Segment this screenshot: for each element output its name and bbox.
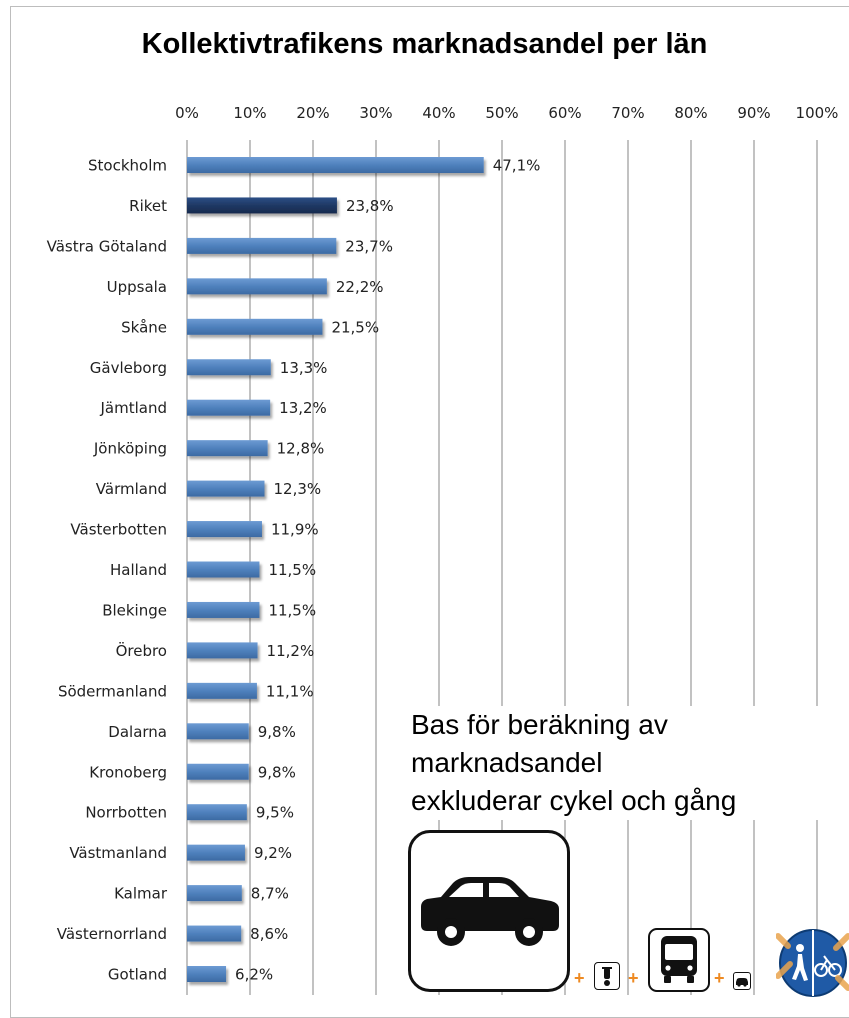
- data-label: 21,5%: [331, 318, 379, 336]
- category-label: Västerbotten: [70, 521, 167, 539]
- bar: [187, 278, 327, 295]
- category-label: Kalmar: [114, 885, 168, 903]
- bar: [187, 399, 271, 416]
- annotation-line: exkluderar cykel och gång: [411, 785, 737, 816]
- data-label: 13,3%: [280, 359, 328, 377]
- category-label: Örebro: [116, 641, 167, 660]
- bar: [187, 237, 337, 254]
- data-label: 9,5%: [256, 804, 294, 822]
- data-label: 6,2%: [235, 966, 273, 984]
- x-tick-label: 10%: [233, 104, 266, 122]
- category-label: Västernorrland: [57, 925, 167, 943]
- category-label: Jämtland: [100, 399, 168, 417]
- category-label: Blekinge: [102, 601, 167, 619]
- x-tick-label: 40%: [422, 104, 455, 122]
- data-label: 22,2%: [336, 278, 384, 296]
- data-label: 13,2%: [279, 399, 327, 417]
- bus-icon: [648, 928, 710, 992]
- category-label: Jönköping: [93, 440, 167, 458]
- data-label: 9,8%: [258, 763, 296, 781]
- bar: [187, 480, 265, 497]
- plus-sign: +: [574, 968, 585, 988]
- category-label: Riket: [129, 197, 167, 215]
- category-label: Dalarna: [108, 723, 167, 741]
- x-tick-label: 80%: [674, 104, 707, 122]
- category-label: Skåne: [121, 318, 167, 336]
- category-label: Halland: [110, 561, 167, 579]
- bar: [187, 763, 249, 780]
- x-tick-label: 20%: [296, 104, 329, 122]
- annotation-line: marknadsandel: [411, 747, 603, 778]
- data-label: 11,1%: [266, 682, 314, 700]
- data-label: 11,5%: [268, 601, 316, 619]
- bar: [187, 521, 262, 538]
- bar: [187, 642, 258, 659]
- category-label: Västmanland: [69, 844, 167, 862]
- bar: [187, 804, 247, 821]
- bar: [187, 561, 260, 578]
- chart-title: Kollektivtrafikens marknadsandel per län: [141, 28, 708, 60]
- x-tick-label: 30%: [359, 104, 392, 122]
- data-label: 8,7%: [251, 885, 289, 903]
- category-label: Södermanland: [58, 682, 167, 700]
- moped-icon: [594, 962, 620, 990]
- x-tick-label: 100%: [796, 104, 839, 122]
- bar: [187, 966, 227, 982]
- data-label: 9,8%: [258, 723, 296, 741]
- category-label: Kronoberg: [89, 763, 167, 781]
- x-tick-label: 60%: [548, 104, 581, 122]
- x-tick-label: 0%: [175, 104, 199, 122]
- car-icon: [408, 830, 570, 992]
- x-tick-label: 50%: [485, 104, 518, 122]
- category-label: Värmland: [96, 480, 167, 498]
- walk-bike-icon: [775, 926, 849, 1000]
- bar: [187, 601, 260, 618]
- data-label: 23,8%: [346, 197, 394, 215]
- category-label: Västra Götaland: [47, 237, 167, 255]
- bar: [187, 197, 337, 214]
- data-label: 11,2%: [267, 642, 315, 660]
- annotation-note: Bas för beräkning av marknadsandel exklu…: [411, 706, 841, 820]
- bar: [187, 359, 271, 376]
- category-label: Norrbotten: [85, 804, 167, 822]
- category-label: Stockholm: [88, 157, 167, 175]
- category-label: Gotland: [108, 966, 167, 984]
- small-car-icon: [733, 972, 751, 990]
- data-label: 8,6%: [250, 925, 288, 943]
- data-label: 12,3%: [273, 480, 321, 498]
- bar: [187, 318, 323, 335]
- category-label: Gävleborg: [90, 359, 167, 377]
- data-label: 9,2%: [254, 844, 292, 862]
- bars: [187, 157, 484, 982]
- data-label: 47,1%: [493, 157, 541, 175]
- bar: [187, 682, 257, 699]
- data-label: 11,5%: [268, 561, 316, 579]
- bar: [187, 844, 245, 861]
- bar: [187, 885, 242, 902]
- plus-sign: +: [628, 968, 639, 988]
- data-labels: 47,1% 23,8% 23,7% 22,2% 21,5% 13,3% 13,2% 12,8%…: [235, 157, 540, 984]
- x-tick-label: 90%: [737, 104, 770, 122]
- annotation-line: Bas för beräkning av: [411, 709, 668, 740]
- plus-sign: +: [714, 968, 725, 988]
- bar: [187, 723, 249, 740]
- data-label: 23,7%: [345, 237, 393, 255]
- bar: [187, 925, 242, 942]
- bar: [187, 157, 484, 173]
- data-label: 12,8%: [277, 440, 325, 458]
- x-tick-label: 70%: [611, 104, 644, 122]
- bar: [187, 440, 268, 457]
- data-label: 11,9%: [271, 521, 319, 539]
- category-label: Uppsala: [107, 278, 167, 296]
- x-axis-ticks: 0% 10% 20% 30% 40% 50% 60% 70% 80% 90% 100%: [175, 104, 838, 122]
- category-labels: Stockholm Riket Västra Götaland Uppsala Skån…: [47, 157, 168, 984]
